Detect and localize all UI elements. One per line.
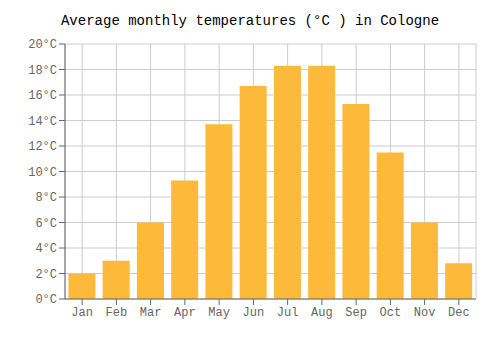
svg-text:18°C: 18°C	[28, 64, 57, 78]
svg-text:4°C: 4°C	[35, 242, 57, 256]
svg-text:10°C: 10°C	[28, 166, 57, 180]
svg-text:Sep: Sep	[345, 306, 367, 320]
svg-text:2°C: 2°C	[35, 268, 57, 282]
svg-text:16°C: 16°C	[28, 89, 57, 103]
svg-text:Oct: Oct	[380, 306, 402, 320]
svg-text:8°C: 8°C	[35, 191, 57, 205]
svg-text:Jul: Jul	[277, 306, 299, 320]
svg-text:0°C: 0°C	[35, 293, 57, 307]
svg-text:Dec: Dec	[448, 306, 470, 320]
svg-text:Feb: Feb	[106, 306, 128, 320]
html-text:Average monthly temperatures (: Average monthly temperatures (°C ) in Co…	[61, 13, 439, 29]
svg-text:12°C: 12°C	[28, 140, 57, 154]
svg-text:May: May	[208, 306, 230, 320]
svg-text:Nov: Nov	[414, 306, 436, 320]
svg-text:14°C: 14°C	[28, 115, 57, 129]
svg-text:6°C: 6°C	[35, 217, 57, 231]
svg-text:Aug: Aug	[311, 306, 333, 320]
svg-text:Jun: Jun	[243, 306, 265, 320]
svg-text:Mar: Mar	[140, 306, 162, 320]
svg-text:Jan: Jan	[71, 306, 93, 320]
svg-text:Apr: Apr	[174, 306, 196, 320]
svg-text:20°C: 20°C	[28, 38, 57, 52]
